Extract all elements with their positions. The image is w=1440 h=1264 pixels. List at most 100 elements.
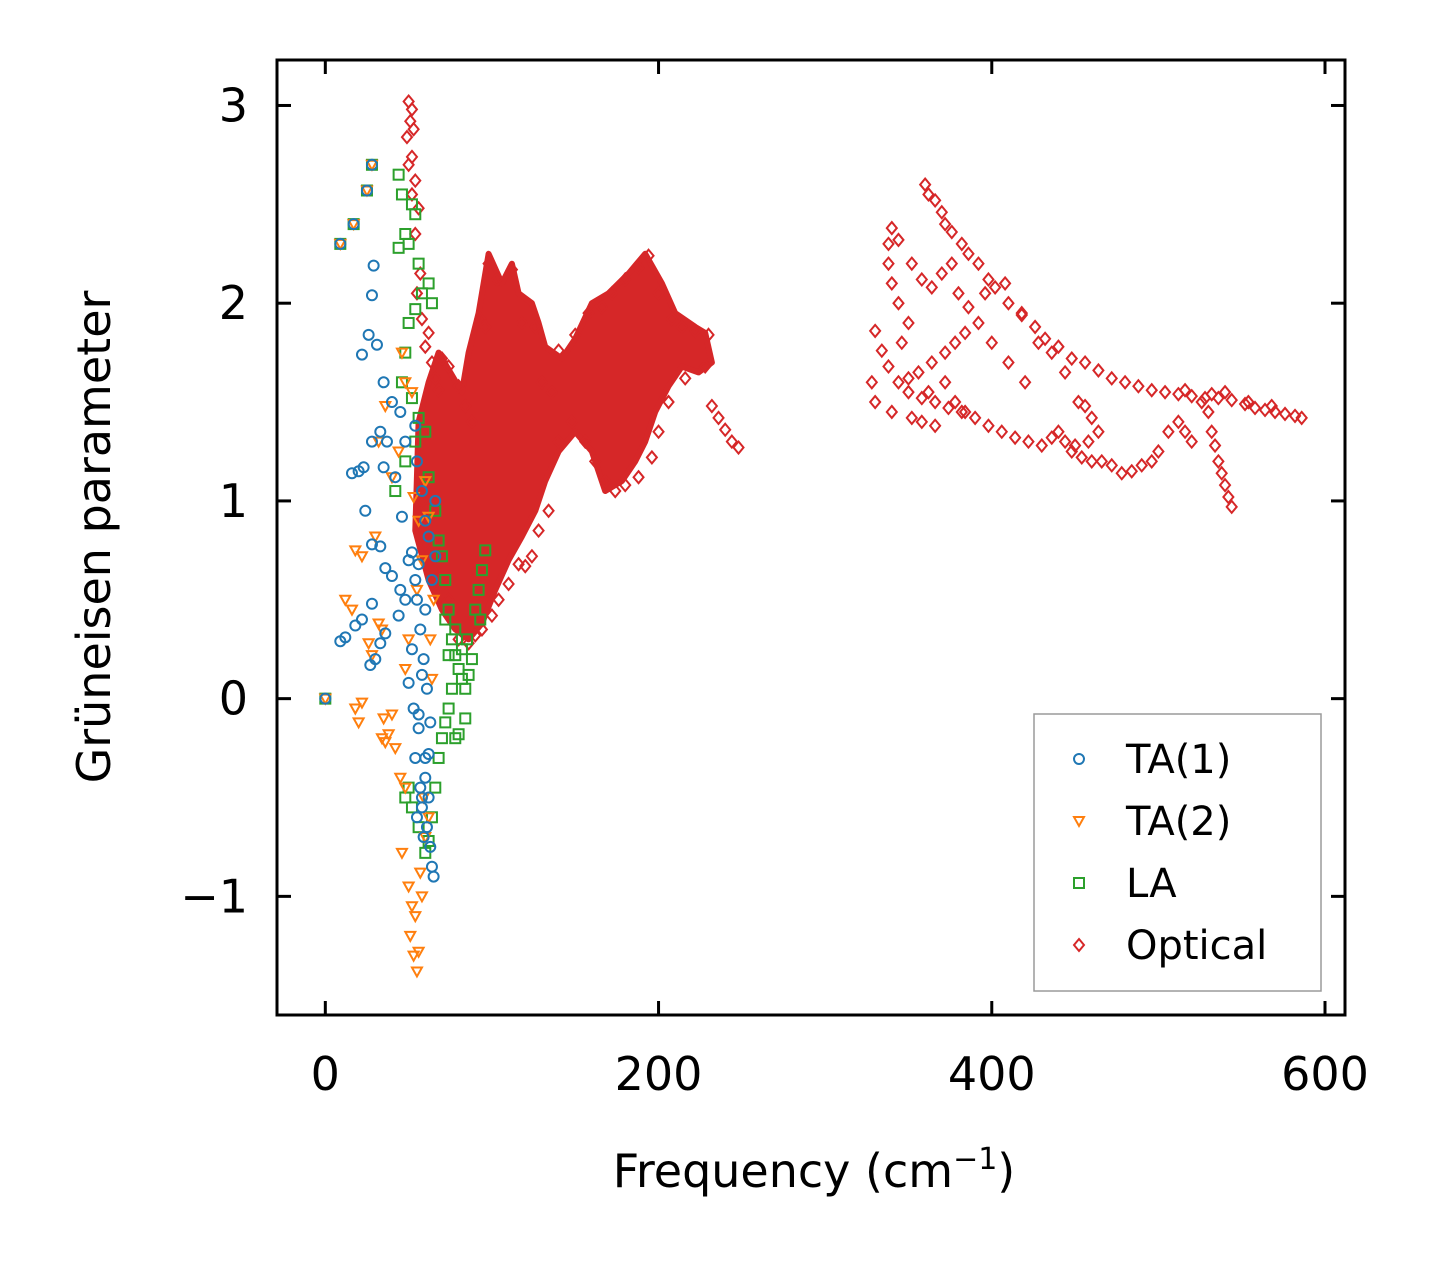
data-point xyxy=(439,716,452,729)
data-point xyxy=(379,562,392,575)
data-point xyxy=(385,396,398,409)
data-point xyxy=(925,279,939,295)
data-point xyxy=(928,418,942,434)
data-point xyxy=(408,911,422,924)
data-point xyxy=(389,471,402,484)
data-point xyxy=(892,232,905,248)
data-point xyxy=(425,574,438,587)
data-point xyxy=(348,703,363,716)
data-point xyxy=(419,514,432,527)
data-point xyxy=(394,405,407,418)
data-point xyxy=(632,260,645,276)
data-point xyxy=(422,791,435,804)
data-point xyxy=(915,271,929,288)
series-layer xyxy=(318,93,1308,979)
data-point xyxy=(381,729,396,742)
x-axis-title-suffix: ) xyxy=(997,1144,1015,1198)
data-point xyxy=(1225,392,1239,408)
data-point xyxy=(1225,499,1239,515)
data-point xyxy=(1015,305,1029,321)
data-point xyxy=(865,374,879,390)
x-axis-title: Frequency (cm−1) xyxy=(613,1142,1016,1198)
data-point xyxy=(952,285,965,301)
data-point xyxy=(958,404,972,420)
data-point xyxy=(442,358,455,375)
data-point xyxy=(365,650,379,663)
data-point xyxy=(1115,465,1129,481)
data-point xyxy=(1172,414,1185,430)
data-point xyxy=(399,455,412,468)
data-point xyxy=(632,469,645,485)
data-point xyxy=(882,256,895,272)
data-point xyxy=(415,801,428,814)
data-point xyxy=(1035,437,1049,454)
legend-markers xyxy=(1072,753,1086,953)
data-point xyxy=(355,348,368,361)
data-point xyxy=(1185,388,1199,404)
data-point xyxy=(449,732,462,745)
data-point xyxy=(1242,394,1255,410)
data-point xyxy=(419,771,432,784)
data-point xyxy=(388,743,402,756)
data-point xyxy=(922,384,935,400)
data-point xyxy=(429,781,442,794)
data-point xyxy=(474,613,487,626)
data-point xyxy=(361,638,376,651)
data-point xyxy=(1195,394,1209,410)
data-point xyxy=(958,325,972,341)
data-point xyxy=(662,394,675,410)
data-point xyxy=(1015,307,1029,323)
data-point xyxy=(425,354,439,371)
data-point xyxy=(482,256,495,272)
data-point xyxy=(364,659,377,672)
data-point xyxy=(365,289,378,302)
data-point xyxy=(588,453,602,469)
data-point xyxy=(938,216,952,232)
data-point xyxy=(422,530,435,543)
data-point xyxy=(432,751,445,764)
data-point xyxy=(1028,319,1042,335)
data-point xyxy=(605,285,619,301)
data-point xyxy=(432,382,445,398)
data-point xyxy=(928,394,942,410)
data-point xyxy=(1052,424,1065,440)
data-point xyxy=(982,271,995,288)
data-point xyxy=(962,299,975,315)
data-point xyxy=(1158,384,1172,400)
data-point xyxy=(409,574,422,587)
data-point xyxy=(355,613,368,626)
legend: TA(1) TA(2) LA Optical xyxy=(1033,713,1322,992)
data-point xyxy=(405,392,418,405)
optical-dense-cloud xyxy=(412,250,715,643)
data-point xyxy=(912,364,925,380)
data-point xyxy=(405,546,418,559)
data-point xyxy=(409,751,422,764)
data-point xyxy=(420,821,433,834)
data-point xyxy=(492,592,505,608)
data-point xyxy=(902,315,915,331)
y-axis-title: Grüneisen parameter xyxy=(67,290,121,783)
data-point xyxy=(885,404,899,420)
data-point xyxy=(1058,364,1072,380)
data-point xyxy=(421,812,436,825)
data-point xyxy=(515,315,529,331)
data-point xyxy=(1265,398,1278,414)
data-point xyxy=(972,315,985,331)
data-point xyxy=(512,556,525,572)
data-point xyxy=(485,608,499,624)
data-point xyxy=(905,410,919,426)
legend-marker-ta1 xyxy=(1073,753,1085,765)
data-point xyxy=(418,339,432,355)
data-point xyxy=(377,461,390,474)
data-point xyxy=(578,434,592,450)
data-point xyxy=(421,511,436,524)
data-point xyxy=(525,548,539,564)
data-point xyxy=(895,335,909,351)
legend-label-optical: Optical xyxy=(1126,923,1267,969)
legend-label-la: LA xyxy=(1126,861,1177,907)
data-point xyxy=(1118,374,1132,390)
data-point xyxy=(922,186,935,203)
data-point xyxy=(1218,384,1232,400)
data-point xyxy=(948,335,962,351)
data-point xyxy=(1222,489,1235,505)
